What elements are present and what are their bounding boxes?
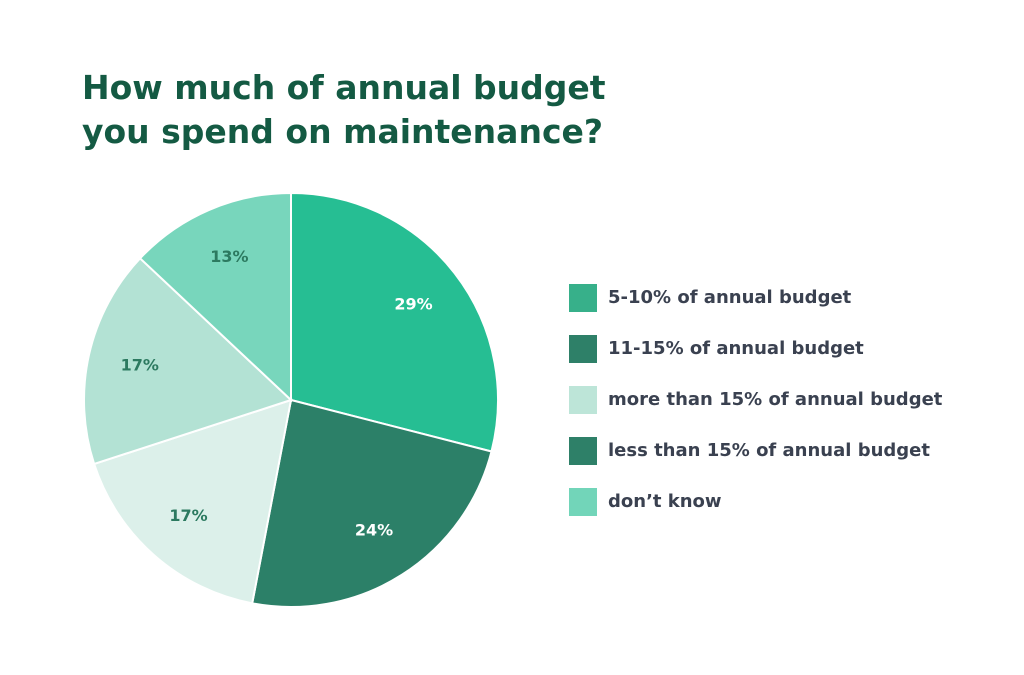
value-label: 24% [355,520,393,539]
legend-swatch [569,284,597,312]
legend-label: don’t know [608,491,722,512]
legend-label: 11-15% of annual budget [608,338,864,359]
pie-slice [138,191,292,403]
legend-swatch [569,488,597,516]
pie-slice [251,398,493,608]
legend-label: more than 15% of annual budget [608,389,943,410]
value-label: 13% [210,247,248,266]
value-label: 29% [394,294,432,313]
value-label: 17% [121,356,159,375]
legend-swatch [569,437,597,465]
legend-label: 5-10% of annual budget [608,287,852,308]
pie-slice [83,256,293,466]
pie-slice [290,191,499,453]
pie-slice [92,398,293,605]
chart-title: How much of annual budget you spend on m… [82,68,606,151]
value-label: 17% [169,506,207,525]
legend-swatch [569,335,597,363]
legend-swatch [569,386,597,414]
legend-label: less than 15% of annual budget [608,440,930,461]
